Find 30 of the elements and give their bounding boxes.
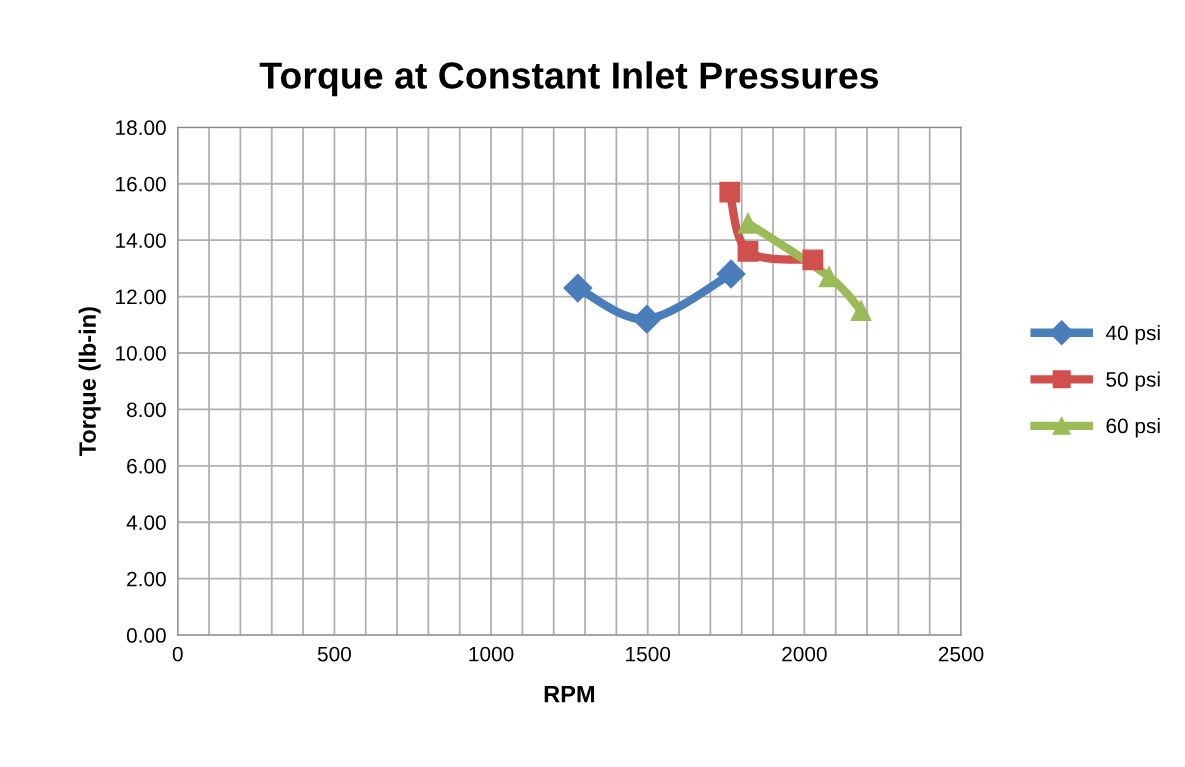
- legend-label: 60 psi: [1106, 417, 1160, 438]
- y-tick-label: 12.00: [116, 289, 166, 305]
- x-tick-label: 2500: [938, 646, 984, 662]
- x-tick-label: 2000: [782, 646, 827, 662]
- x-tick-label: 0: [172, 646, 183, 662]
- point: [850, 300, 872, 322]
- point: [719, 181, 741, 203]
- y-tick-label: 10.00: [116, 345, 166, 361]
- y-tick-label: 6.00: [127, 458, 166, 474]
- chart-title: Torque at Constant Inlet Pressures: [259, 61, 879, 97]
- point: [716, 259, 746, 289]
- legend-label: 50 psi: [1106, 371, 1160, 391]
- legend-label: 40 psi: [1105, 324, 1160, 345]
- y-tick-label: 0.00: [126, 628, 166, 643]
- y-tick-label: 16.00: [116, 176, 166, 192]
- y-tick-label: 18.00: [116, 120, 166, 136]
- point: [737, 212, 759, 234]
- x-tick-label: 1000: [469, 646, 514, 662]
- y-tick-label: 2.00: [127, 571, 166, 587]
- point: [563, 273, 593, 303]
- x-axis-title: RPM: [544, 685, 595, 703]
- y-tick-label: 8.00: [127, 402, 166, 418]
- point: [737, 241, 759, 262]
- point: [632, 304, 662, 334]
- x-tick-label: 1500: [626, 646, 671, 662]
- point: [802, 249, 824, 271]
- y-axis-title: Torque (lb-in): [78, 307, 101, 457]
- x-tick-label: 500: [317, 646, 351, 662]
- y-tick-label: 14.00: [116, 233, 166, 248]
- y-tick-label: 4.00: [126, 515, 166, 530]
